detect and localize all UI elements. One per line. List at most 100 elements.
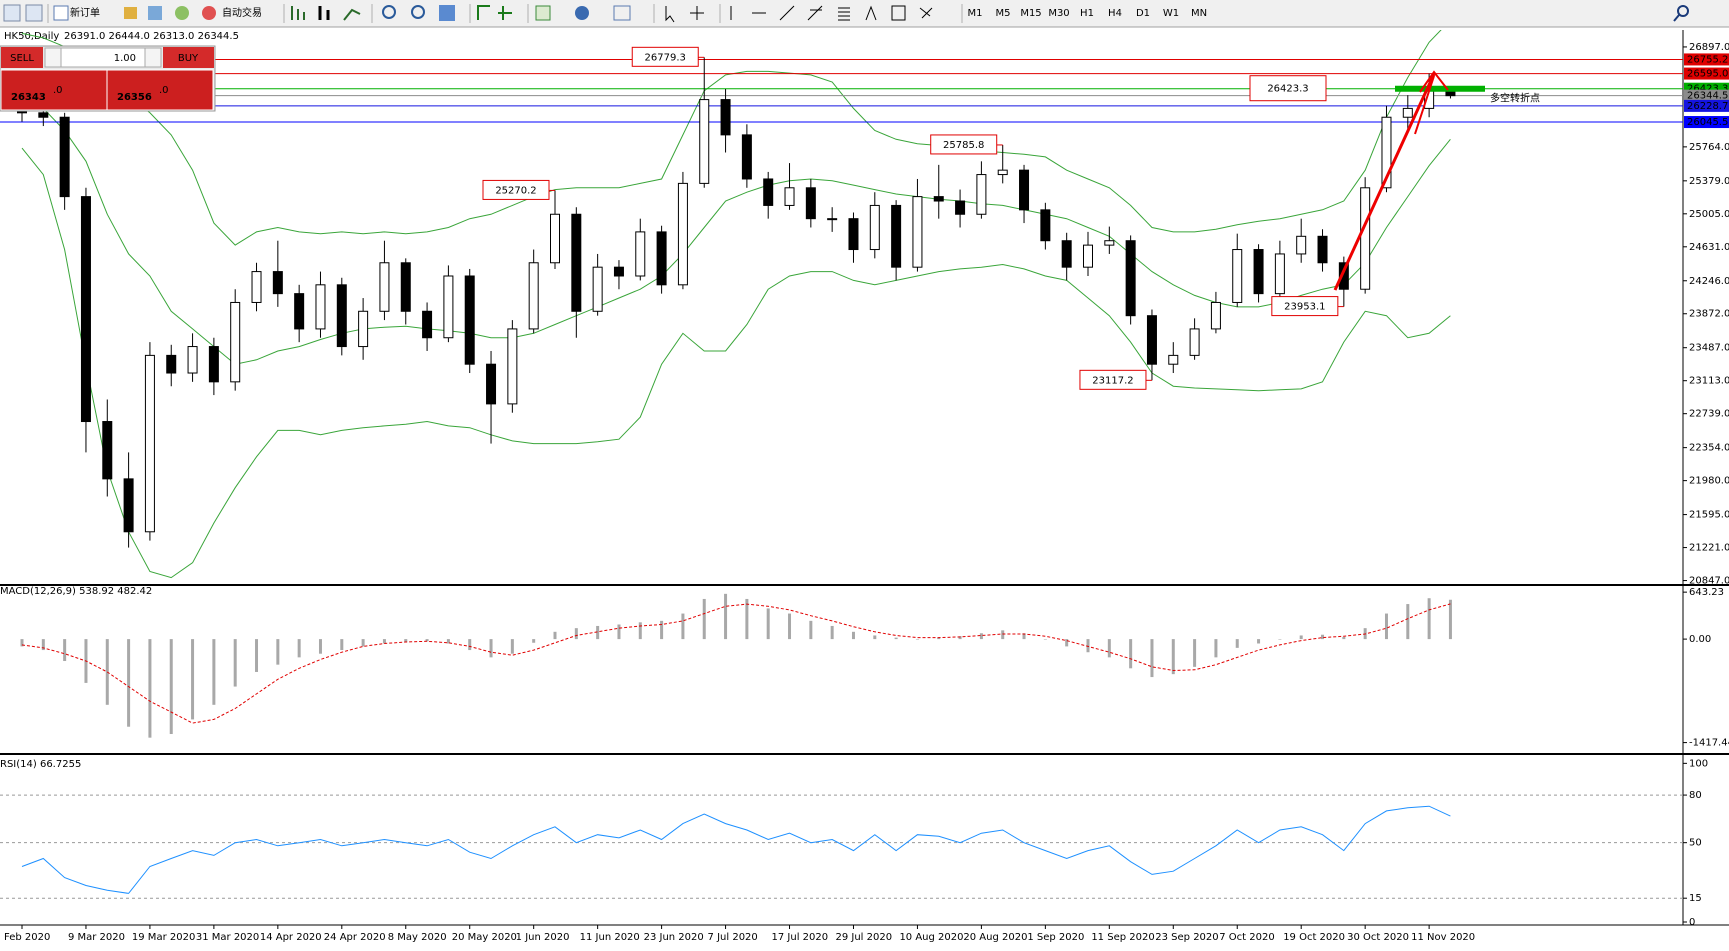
annotation: 25785.8 xyxy=(943,140,984,151)
lot-value: 1.00 xyxy=(114,53,136,64)
macd-bar xyxy=(681,613,685,640)
macd-bar xyxy=(255,639,259,672)
chart-title: HK50,Daily xyxy=(4,31,59,42)
icon[interactable] xyxy=(665,6,675,23)
timeframe-button[interactable]: M5 xyxy=(996,8,1011,19)
candle-body xyxy=(550,213,560,264)
timeframe-button[interactable]: M1 xyxy=(968,8,983,19)
macd-bar xyxy=(1129,639,1133,669)
icon[interactable] xyxy=(382,5,396,19)
macd-bar xyxy=(1022,633,1026,640)
candle-body xyxy=(507,328,518,405)
candle-body xyxy=(379,262,390,312)
y-tick-label: 20847.0 xyxy=(1689,576,1729,587)
macd-bar xyxy=(1107,639,1111,658)
timeframe-button[interactable]: W1 xyxy=(1163,8,1179,19)
candle-body xyxy=(699,99,710,184)
candle-body xyxy=(1253,249,1264,295)
chart-window xyxy=(0,29,1729,947)
y-tick-label: 23113.0 xyxy=(1689,376,1729,387)
icon[interactable] xyxy=(535,5,551,21)
annotation: 26423.3 xyxy=(1267,84,1308,95)
icon[interactable] xyxy=(411,5,425,19)
macd-bar xyxy=(873,635,877,640)
candle-body xyxy=(1317,235,1328,264)
macd-bar xyxy=(191,639,195,720)
icon[interactable] xyxy=(291,6,305,20)
candle-body xyxy=(1296,235,1307,255)
icon[interactable] xyxy=(3,4,21,22)
candle-body xyxy=(528,262,539,330)
icon[interactable] xyxy=(124,7,137,19)
icon[interactable] xyxy=(343,8,361,21)
icon[interactable] xyxy=(807,5,823,21)
timeframe-button[interactable]: H1 xyxy=(1080,8,1094,19)
candle-body xyxy=(294,293,305,330)
timeframe-button[interactable]: MN xyxy=(1191,8,1207,19)
trend-arrow-head xyxy=(1419,70,1449,93)
icon[interactable] xyxy=(613,5,631,21)
macd-bar xyxy=(20,639,24,647)
macd-bar xyxy=(340,639,344,651)
buy-button[interactable] xyxy=(163,47,214,68)
x-tick-label: 9 Mar 2020 xyxy=(68,932,125,943)
icon[interactable] xyxy=(891,5,906,21)
icon[interactable] xyxy=(690,6,704,20)
macd-bar xyxy=(915,639,919,640)
timeframe-button[interactable]: M30 xyxy=(1048,8,1069,19)
candle-body xyxy=(635,231,646,277)
x-tick-label: 14 Apr 2020 xyxy=(260,932,322,943)
icon[interactable] xyxy=(730,5,795,21)
candle-body xyxy=(613,266,624,277)
trend-arrow xyxy=(1414,75,1435,135)
icon[interactable] xyxy=(148,6,162,20)
candle-body xyxy=(1146,315,1157,365)
annotation: 23953.1 xyxy=(1284,302,1325,313)
icon[interactable] xyxy=(919,7,933,19)
candle-body xyxy=(720,99,731,136)
icon[interactable] xyxy=(477,5,490,20)
icon[interactable] xyxy=(25,4,43,22)
icon[interactable] xyxy=(318,6,330,20)
candle-body xyxy=(272,271,283,295)
x-tick-label: 23 Jun 2020 xyxy=(644,932,704,943)
toolbar-button[interactable]: 新订单 xyxy=(70,6,100,19)
timeframe-button[interactable]: M15 xyxy=(1020,8,1041,19)
candle-body xyxy=(976,174,987,215)
sell-button[interactable] xyxy=(1,47,43,68)
macd-bar xyxy=(425,639,429,642)
search-icon[interactable] xyxy=(1677,5,1689,17)
icon[interactable] xyxy=(865,5,877,21)
macd-bar xyxy=(830,625,834,640)
x-tick-label: Feb 2020 xyxy=(4,932,50,943)
lot-up[interactable] xyxy=(144,47,162,68)
lot-down[interactable] xyxy=(44,47,62,68)
annotation: 23117.2 xyxy=(1092,375,1133,386)
icon[interactable] xyxy=(202,6,216,20)
y-tick-label: 50 xyxy=(1689,838,1702,849)
timeframe-button[interactable]: H4 xyxy=(1108,8,1122,19)
x-tick-label: 24 Apr 2020 xyxy=(324,932,386,943)
icon[interactable] xyxy=(439,5,455,21)
rsi-line xyxy=(21,805,1451,894)
icon[interactable] xyxy=(175,6,189,20)
macd-bar xyxy=(937,637,941,640)
icon[interactable] xyxy=(838,7,850,21)
x-tick-label: 19 Oct 2020 xyxy=(1283,932,1345,943)
annotation-box xyxy=(1249,75,1327,102)
price-button[interactable] xyxy=(106,69,214,111)
annotation: 25270.2 xyxy=(495,185,536,196)
x-tick-label: 30 Oct 2020 xyxy=(1347,932,1409,943)
sell-label: SELL xyxy=(10,53,34,64)
timeframe-button[interactable]: D1 xyxy=(1136,8,1150,19)
toolbar-button[interactable]: 自动交易 xyxy=(222,6,262,19)
icon[interactable] xyxy=(575,6,589,20)
rsi-title: RSI(14) 66.7255 xyxy=(0,759,81,770)
icon[interactable] xyxy=(53,5,69,21)
macd-bar xyxy=(361,639,365,647)
price-tail: .0 xyxy=(159,85,169,96)
candle-body xyxy=(187,346,198,374)
y-tick-label: 25379.0 xyxy=(1689,176,1729,187)
icon[interactable] xyxy=(498,6,512,20)
price-tag-label: 26228.7 xyxy=(1687,101,1728,112)
